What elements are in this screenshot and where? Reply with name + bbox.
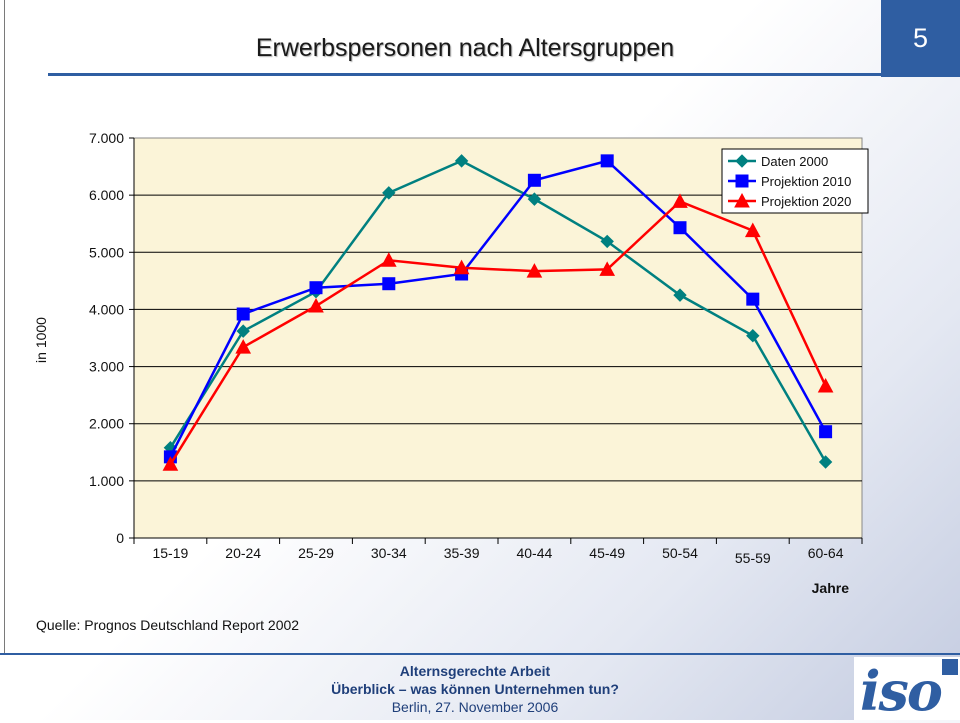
x-tick-label: 50-54 [662,545,698,561]
x-tick-label: 60-64 [808,545,844,561]
data-point [162,456,179,471]
y-tick-label: 6.000 [89,187,124,203]
footer-line-3: Berlin, 27. November 2006 [391,699,559,715]
line-chart: 0 1.000 2.000 3.000 4.000 5.000 6.000 7.000 15-1… [33,130,869,596]
data-point [527,173,541,187]
x-tick-label: 55-59 [735,550,771,566]
x-tick-label: 45-49 [589,545,625,561]
x-tick-label: 40-44 [516,545,552,561]
x-axis-title: Jahre [812,580,850,596]
logo-square-icon [942,659,958,675]
y-tick-label: 0 [116,530,124,546]
data-point [600,234,614,249]
y-tick-label: 2.000 [89,416,124,432]
y-tick-label: 4.000 [89,301,124,317]
data-point [673,288,687,302]
series-line-2 [169,159,827,458]
legend-marker [734,192,750,208]
data-point [599,261,616,276]
left-border-line [4,0,5,655]
slide-title: Erwerbspersonen nach Altersgruppen [255,34,675,62]
footer-line-2: Überblick – was können Unternehmen tun? [331,681,619,697]
data-point [744,222,761,238]
footer-line-1: Alternsgerechte Arbeit [399,663,551,679]
legend-label: Projektion 2020 [761,194,851,209]
data-point [236,324,250,338]
title-underline [48,73,881,76]
data-point [236,307,250,321]
data-point [382,186,396,200]
data-point [453,259,470,275]
data-point [380,252,397,267]
x-tick-label: 30-34 [371,545,407,561]
x-tick-label: 35-39 [444,545,480,561]
data-point [526,263,543,278]
y-tick-label: 7.000 [89,130,124,146]
x-tick-label: 20-24 [225,545,261,561]
data-point [235,339,252,354]
footer-divider [0,653,960,655]
x-tick-label: 15-19 [152,545,188,561]
data-point [600,154,614,168]
data-point [746,292,760,306]
source-note: Quelle: Prognos Deutschland Report 2002 [36,617,300,633]
data-point [819,425,833,439]
x-tick-label: 25-29 [298,545,334,561]
data-point [527,192,542,206]
y-axis-title: in 1000 [33,317,49,363]
data-point [818,455,833,469]
series-line-1 [169,159,827,463]
legend-label: Projektion 2010 [761,174,851,189]
data-point [817,377,834,393]
series-line-3 [169,199,827,465]
data-point [308,297,324,313]
footer: Alternsgerechte Arbeit Überblick – was k… [150,662,800,716]
legend-label: Daten 2000 [761,154,828,169]
data-point [673,221,687,235]
iso-logo: iso [854,657,960,723]
data-point [454,154,469,168]
legend-marker [735,174,749,188]
logo-wordmark: iso [860,659,943,723]
y-tick-label: 3.000 [89,359,124,375]
data-point [746,329,760,343]
data-point [382,277,396,291]
y-tick-label: 1.000 [89,473,124,489]
y-tick-label: 5.000 [89,244,124,260]
legend-marker [735,154,749,168]
data-point [309,281,323,295]
slide-number: 5 [881,0,960,77]
data-point [672,193,688,208]
